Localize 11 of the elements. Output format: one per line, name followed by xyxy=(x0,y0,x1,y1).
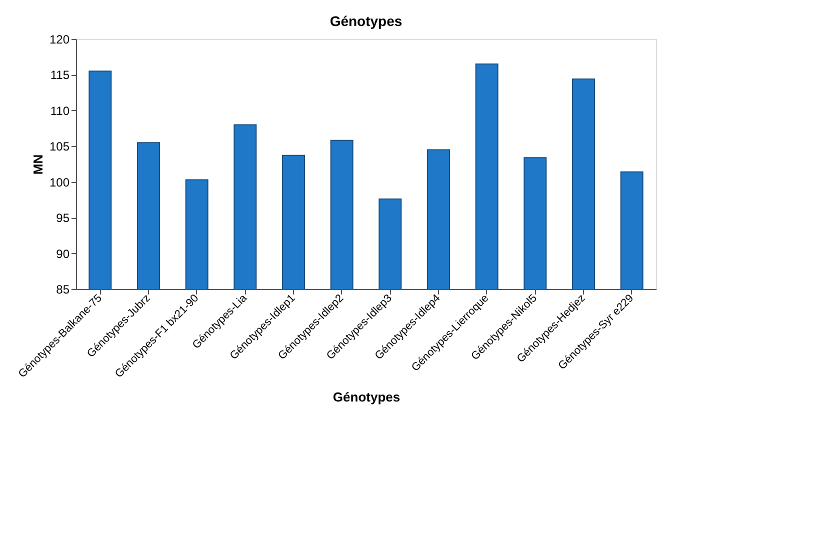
y-tick-label: 90 xyxy=(56,246,70,261)
y-tick-label: 120 xyxy=(49,32,70,46)
y-tick-label: 100 xyxy=(49,175,70,190)
y-tick-label: 85 xyxy=(56,282,70,296)
y-axis-title: MN xyxy=(30,154,46,175)
y-tick-label: 105 xyxy=(49,140,70,154)
x-axis-title: Génotypes xyxy=(332,390,400,405)
chart-title: Génotypes xyxy=(330,13,402,29)
y-tick-label: 110 xyxy=(50,104,70,118)
y-tick-label: 95 xyxy=(56,211,70,226)
y-tick-label: 115 xyxy=(50,68,70,82)
